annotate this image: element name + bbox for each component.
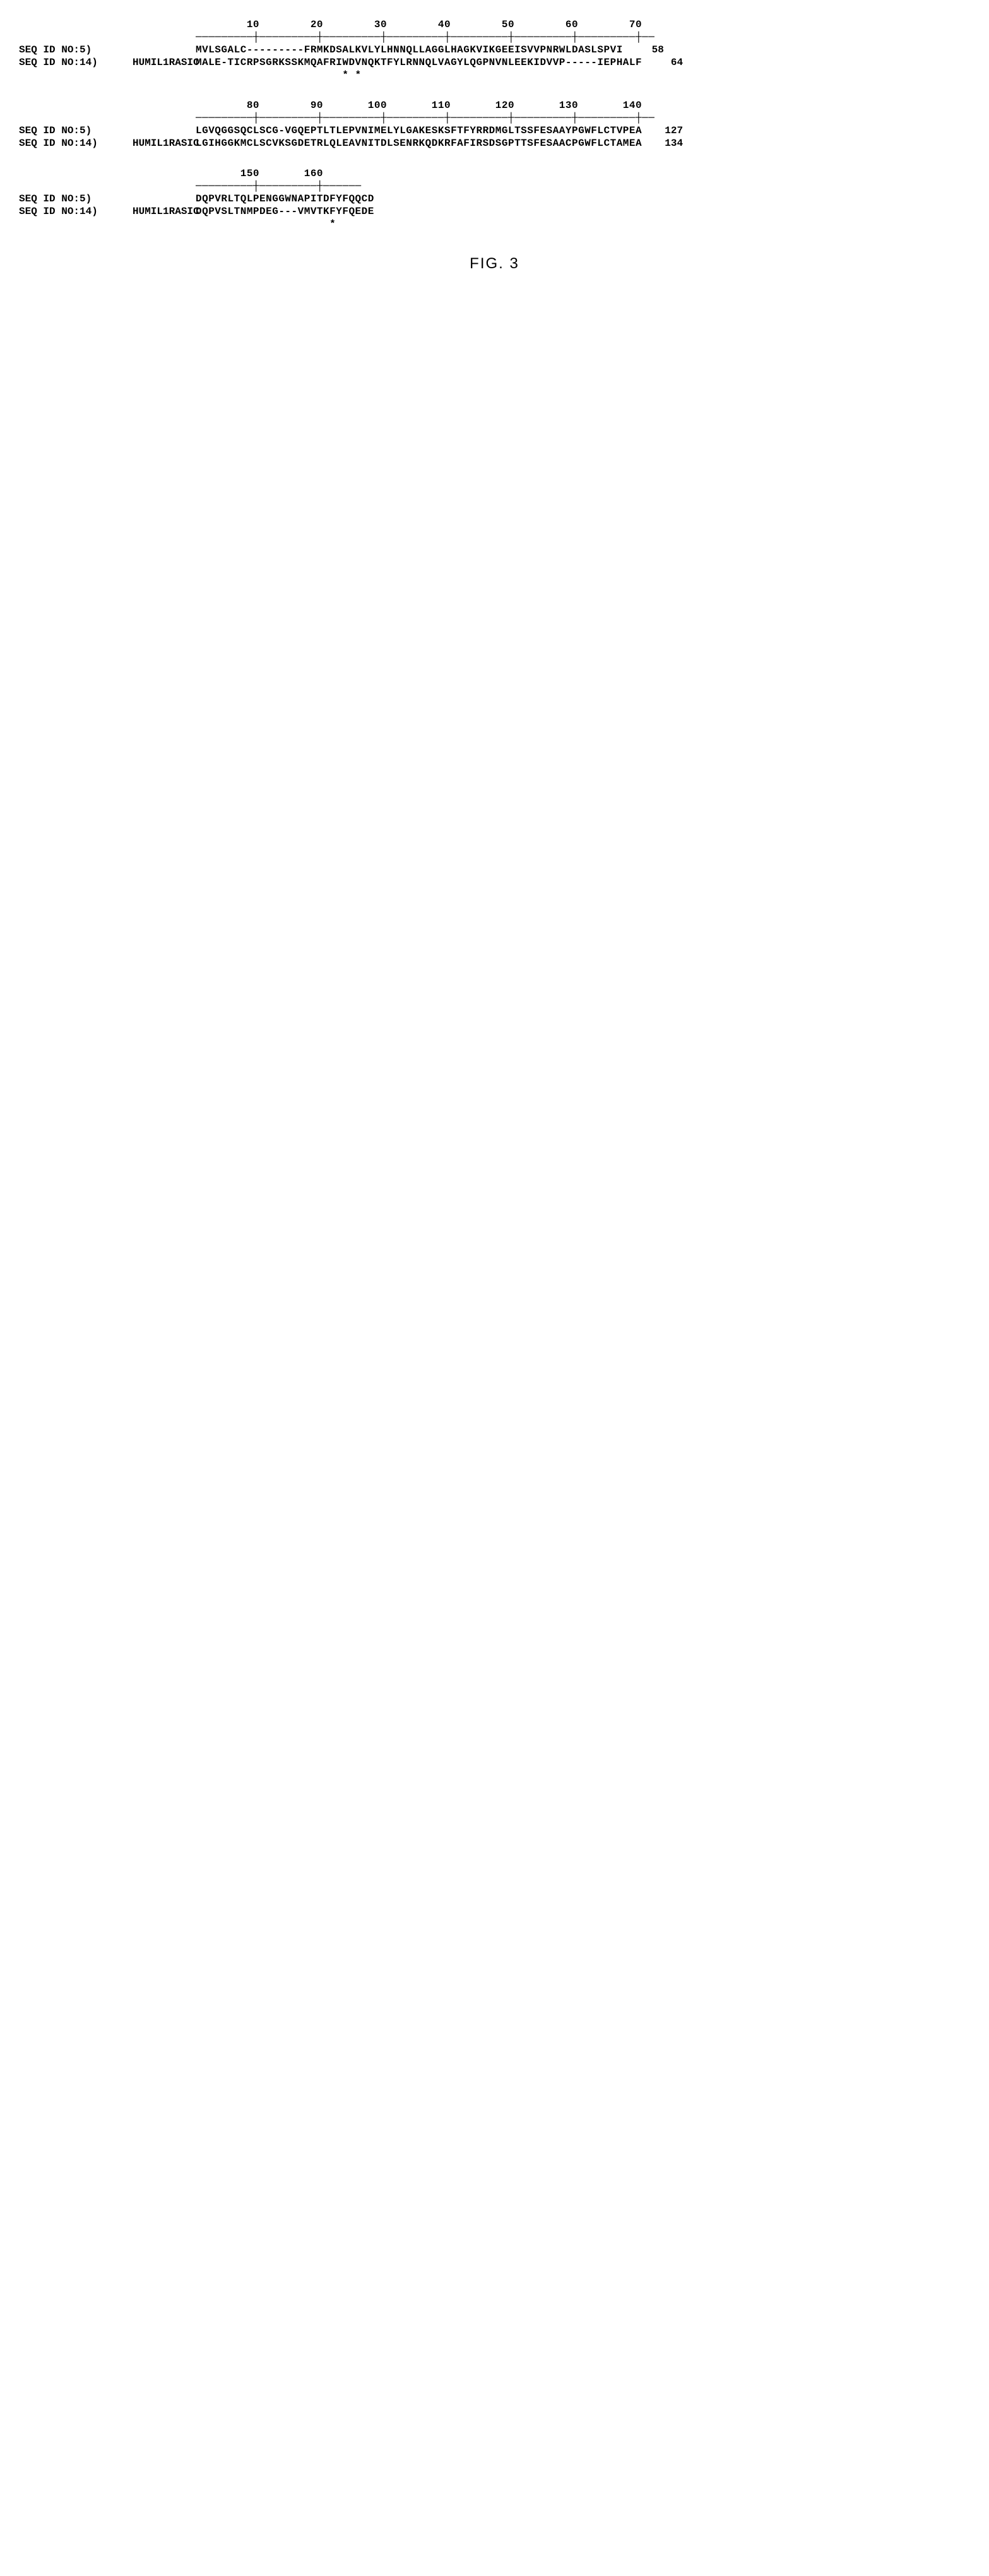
ruler-ticks: ─────────┼─────────┼────── [196, 181, 362, 192]
alignment-block: 80 90 100 110 120 130 140─────────┼─────… [19, 100, 970, 149]
seq-id-label: SEQ ID NO:5) [19, 125, 133, 136]
ruler-ticks-row: ─────────┼─────────┼────── [19, 181, 970, 192]
seq-name: HUMIL1RASIC [133, 138, 196, 149]
end-position: 134 [651, 138, 683, 149]
ruler-ticks-row: ─────────┼─────────┼─────────┼─────────┼… [19, 112, 970, 124]
ruler-ticks: ─────────┼─────────┼─────────┼─────────┼… [196, 32, 654, 43]
ruler-ticks-row: ─────────┼─────────┼─────────┼─────────┼… [19, 32, 970, 43]
alignment-block: 10 20 30 40 50 60 70 ─────────┼─────────┼… [19, 19, 970, 81]
seq-name: HUMIL1RASIC [133, 57, 196, 68]
asterisk-row: * * [19, 69, 970, 81]
sequence-text: DQPVSLTNMPDEG---VMVTKFYFQEDE [196, 206, 374, 217]
seq-id-label: SEQ ID NO:5) [19, 44, 133, 56]
asterisk-markers: * [196, 218, 336, 230]
ruler-numbers-row: 150 160 [19, 168, 970, 179]
sequence-text: DQPVRLTQLPENGGWNAPITDFYFQQCD [196, 193, 374, 205]
end-position: 127 [651, 125, 683, 136]
ruler-numbers: 10 20 30 40 50 60 70 [196, 19, 642, 30]
sequence-row: SEQ ID NO:14)HUMIL1RASICLGIHGGKMCLSCVKSG… [19, 138, 970, 149]
sequence-text: LGIHGGKMCLSCVKSGDETRLQLEAVNITDLSENRKQDKR… [196, 138, 642, 149]
end-position: 64 [651, 57, 683, 68]
sequence-text: MVLSGALC---------FRMKDSALKVLYLHNNQLLAGGL… [196, 44, 623, 56]
seq-id-label: SEQ ID NO:5) [19, 193, 133, 205]
seq-id-label: SEQ ID NO:14) [19, 138, 133, 149]
sequence-row: SEQ ID NO:14)HUMIL1RASICDQPVSLTNMPDEG---… [19, 206, 970, 217]
seq-id-label: SEQ ID NO:14) [19, 57, 133, 68]
alignment-block: 150 160─────────┼─────────┼──────SEQ ID … [19, 168, 970, 230]
ruler-numbers: 80 90 100 110 120 130 140 [196, 100, 642, 111]
sequence-row: SEQ ID NO:14)HUMIL1RASICMALE-TICRPSGRKSS… [19, 57, 970, 68]
seq-name: HUMIL1RASIC [133, 206, 196, 217]
asterisk-row: * [19, 218, 970, 230]
end-position: 58 [632, 44, 664, 56]
ruler-numbers: 150 160 [196, 168, 323, 179]
sequence-row: SEQ ID NO:5) DQPVRLTQLPENGGWNAPITDFYFQQCD [19, 193, 970, 205]
sequence-text: MALE-TICRPSGRKSSKMQAFRIWDVNQKTFYLRNNQLVA… [196, 57, 642, 68]
ruler-numbers-row: 10 20 30 40 50 60 70 [19, 19, 970, 30]
sequence-row: SEQ ID NO:5) MVLSGALC---------FRMKDSALKVL… [19, 44, 970, 56]
ruler-ticks: ─────────┼─────────┼─────────┼─────────┼… [196, 112, 654, 124]
ruler-numbers-row: 80 90 100 110 120 130 140 [19, 100, 970, 111]
seq-id-label: SEQ ID NO:14) [19, 206, 133, 217]
sequence-text: LGVQGGSQCLSCG-VGQEPTLTLEPVNIMELYLGAKESKS… [196, 125, 642, 136]
figure-label: FIG. 3 [19, 255, 970, 273]
sequence-row: SEQ ID NO:5) LGVQGGSQCLSCG-VGQEPTLTLEPVNI… [19, 125, 970, 136]
sequence-alignment-container: 10 20 30 40 50 60 70 ─────────┼─────────┼… [19, 19, 970, 230]
asterisk-markers: * * [196, 69, 362, 81]
